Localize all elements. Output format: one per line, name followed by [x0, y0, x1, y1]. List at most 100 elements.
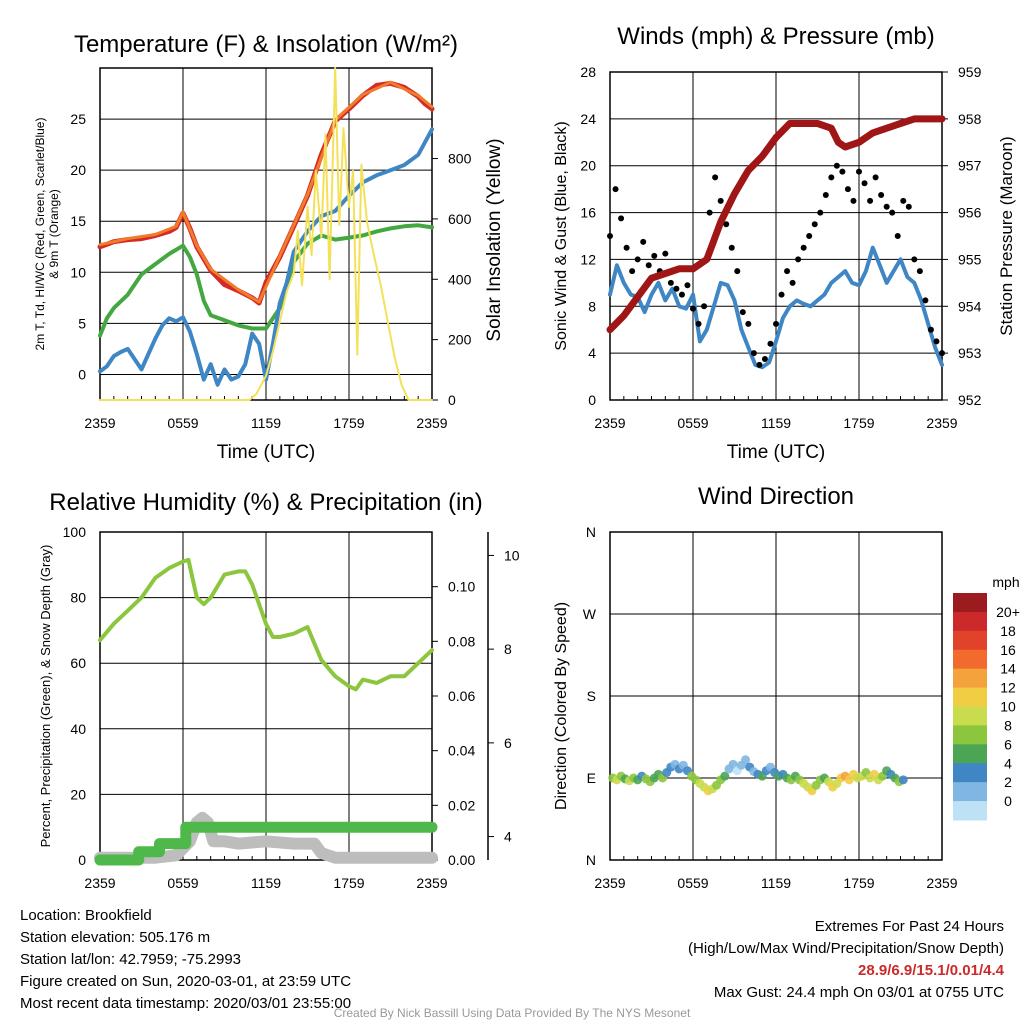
gust-point — [667, 279, 674, 286]
y-right-tick-label: 957 — [958, 158, 982, 174]
x-axis-label: Time (UTC) — [217, 442, 316, 463]
extremes-title: Extremes For Past 24 Hours — [814, 918, 1004, 935]
elevation-text: Station elevation: 505.176 m — [20, 929, 211, 946]
gust-point — [889, 209, 896, 216]
colorbar-swatch — [953, 725, 987, 745]
chart-title-2: Winds (mph) & Pressure (mb) — [617, 23, 934, 50]
gust-point — [828, 174, 835, 181]
gust-point — [839, 168, 846, 175]
y-tick-label: 12 — [580, 251, 596, 267]
series-line-maroon — [606, 115, 946, 334]
far-axis-tick-label: 6 — [504, 735, 512, 751]
y-right-tick-label: 953 — [958, 345, 982, 361]
plot-frame — [99, 67, 433, 401]
x-tick-label: 2359 — [926, 875, 957, 891]
colorbar-swatch — [953, 649, 987, 670]
y-tick-label: 20 — [70, 162, 86, 178]
y-tick-label: W — [583, 606, 597, 622]
colorbar-swatch — [953, 687, 987, 707]
gust-point — [811, 221, 818, 228]
gust-point — [673, 285, 680, 292]
y-right-tick-label: 800 — [448, 151, 472, 167]
colorbar-swatch — [953, 668, 987, 689]
gust-point — [905, 203, 912, 210]
colorbar-label: 0 — [1004, 793, 1012, 809]
x-tick-label: 1759 — [333, 415, 364, 431]
gust-point — [651, 252, 658, 259]
gust-point — [623, 244, 630, 251]
y-right-tick-label: 958 — [958, 111, 982, 127]
colorbar-title: mph — [992, 574, 1019, 590]
gust-point — [795, 256, 802, 263]
colorbar-label: 14 — [1000, 661, 1016, 677]
y-tick-label: 5 — [78, 315, 86, 331]
colorbar-label: 2 — [1004, 774, 1012, 790]
x-tick-label: 2359 — [594, 415, 625, 431]
y-tick-label: 16 — [580, 205, 596, 221]
y-tick-label: 8 — [588, 298, 596, 314]
series-line-precip — [94, 821, 438, 866]
gust-point — [678, 291, 685, 298]
max-gust-text: Max Gust: 24.4 mph On 03/01 at 0755 UTC — [713, 984, 1004, 1001]
y-right-tick-label: 400 — [448, 271, 472, 287]
y-right-tick-label: 0.08 — [448, 633, 475, 649]
x-tick-label: 2359 — [926, 415, 957, 431]
colorbar-swatch — [953, 611, 987, 632]
gust-point — [800, 244, 807, 251]
gust-point — [878, 192, 885, 198]
gust-point — [695, 320, 702, 327]
y-tick-label: 40 — [70, 721, 86, 737]
gust-point — [867, 197, 874, 204]
far-axis-tick-label: 4 — [504, 829, 512, 845]
gust-point — [933, 338, 940, 345]
gust-point — [662, 250, 669, 257]
gust-point — [634, 256, 641, 263]
y-axis-label: Direction (Colored By Speed) — [553, 602, 570, 810]
x-axis-label: Time (UTC) — [727, 442, 826, 463]
y-right-tick-label: 959 — [958, 64, 982, 80]
y-tick-label: E — [587, 770, 596, 786]
location-text: Location: Brookfield — [20, 907, 152, 924]
gust-point — [640, 238, 647, 245]
gust-point — [883, 203, 890, 210]
y-right-tick-label: 0 — [448, 392, 456, 408]
x-tick-label: 1159 — [761, 875, 791, 891]
gust-point — [690, 305, 696, 312]
y-right-tick-label: 952 — [958, 392, 982, 408]
y-tick-label: 24 — [580, 111, 596, 127]
gust-point — [767, 340, 774, 347]
x-tick-label: 2359 — [594, 875, 625, 891]
x-tick-label: 0559 — [677, 875, 708, 891]
gust-point — [822, 192, 829, 198]
colorbar-swatch — [953, 706, 987, 726]
x-tick-label: 2359 — [84, 875, 115, 891]
gust-point — [706, 209, 713, 216]
y-tick-label: 0 — [78, 852, 86, 868]
gust-point — [922, 297, 929, 304]
gust-point — [911, 256, 918, 263]
y-tick-label: 80 — [70, 590, 86, 606]
x-tick-label: 0559 — [167, 415, 198, 431]
colorbar-label: 20+ — [996, 604, 1020, 620]
series-line-lightgreen — [98, 557, 434, 692]
colorbar-label: 4 — [1004, 755, 1012, 771]
direction-point — [728, 759, 738, 769]
gust-point — [612, 186, 619, 193]
gust-point — [927, 326, 934, 333]
y-right-axis-label: Solar Insolation (Yellow) — [484, 138, 505, 341]
y-tick-label: 25 — [70, 111, 86, 127]
colorbar-label: 6 — [1004, 736, 1012, 752]
gust-point — [778, 291, 785, 298]
y-right-axis-label: Station Pressure (Maroon) — [997, 136, 1016, 335]
gust-point — [684, 282, 691, 289]
gust-point — [739, 309, 746, 316]
gust-point — [750, 350, 757, 357]
gust-point — [645, 262, 652, 269]
direction-point — [720, 771, 730, 781]
extremes-subtitle: (High/Low/Max Wind/Precipitation/Snow De… — [688, 940, 1004, 957]
y-right-tick-label: 956 — [958, 205, 982, 221]
far-axis-tick-label: 10 — [504, 547, 520, 563]
y-tick-label: 0 — [588, 392, 596, 408]
gust-point — [607, 233, 613, 239]
